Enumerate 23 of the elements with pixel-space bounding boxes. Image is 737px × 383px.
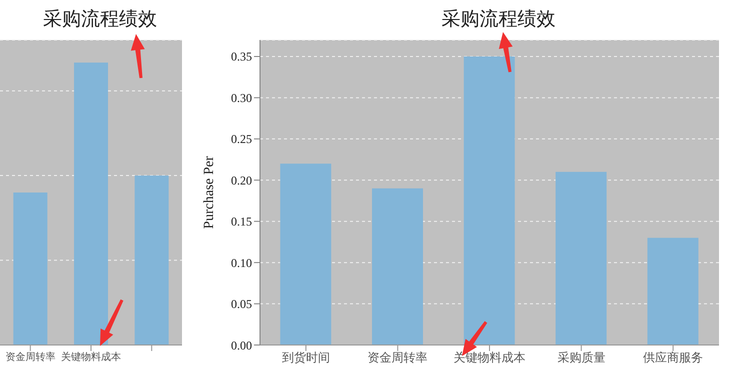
x-tick-label: 关键物料成本 (61, 351, 121, 364)
y-tick-label: 0.05 (231, 297, 252, 312)
x-tick-label: 供应商服务 (643, 350, 704, 365)
y-tick-label: 0.10 (231, 256, 252, 270)
x-tick-label: 到货时间 (282, 350, 330, 365)
chart-title: 采购流程绩效 (42, 7, 158, 32)
x-tick-label: 关键物料成本 (454, 350, 526, 365)
y-tick-label: 0.00 (231, 338, 252, 352)
x-tick-label: 资金周转率 (5, 351, 56, 364)
y-tick-label: 0.20 (231, 173, 252, 188)
bar (556, 172, 607, 345)
bar (372, 188, 423, 345)
x-tick-label: 资金周转率 (368, 350, 428, 365)
bar (647, 238, 698, 345)
y-tick-label: 0.25 (231, 132, 252, 146)
bar (280, 164, 332, 345)
x-tick-label: 采购质量 (557, 350, 606, 365)
bar (464, 56, 515, 345)
y-tick-label: 0.15 (231, 214, 252, 229)
y-tick-label: 0.30 (231, 90, 252, 105)
chart-title: 采购流程绩效 (440, 7, 556, 32)
y-axis-title: Purchase Per (202, 156, 217, 229)
y-tick-label: 0.35 (231, 50, 252, 64)
